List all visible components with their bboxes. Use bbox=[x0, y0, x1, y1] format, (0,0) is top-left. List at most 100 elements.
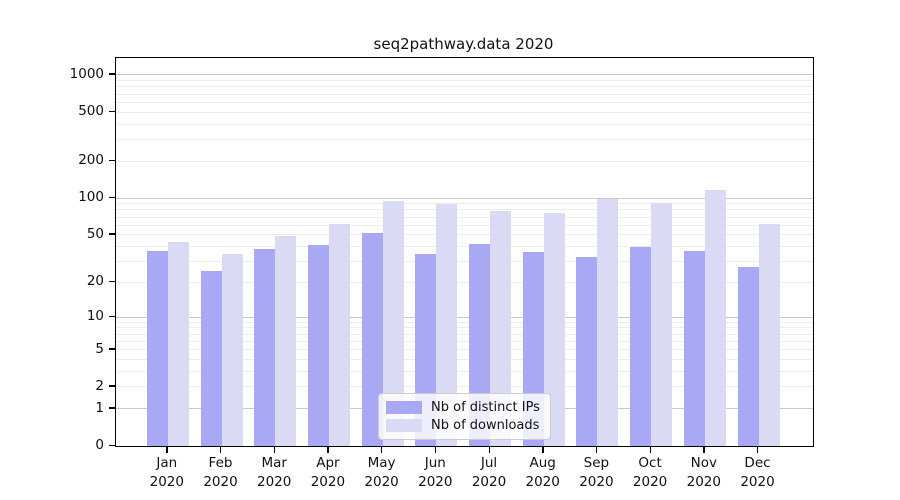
bar-downloads bbox=[436, 203, 458, 446]
y-tick-mark bbox=[109, 196, 115, 199]
x-tick-label: Feb 2020 bbox=[203, 454, 237, 492]
major-gridline bbox=[116, 197, 813, 199]
x-tick-year: 2020 bbox=[686, 474, 721, 490]
x-tick-year: 2020 bbox=[149, 474, 184, 490]
minor-gridline bbox=[116, 261, 813, 263]
x-tick-label: Jan 2020 bbox=[150, 454, 184, 492]
y-tick-label: 200 bbox=[78, 152, 104, 169]
legend-swatch-downloads bbox=[386, 419, 422, 432]
x-tick-mark bbox=[434, 447, 437, 453]
bar-downloads bbox=[328, 223, 350, 446]
x-tick-month: Dec bbox=[744, 455, 771, 471]
y-tick-label: 1 bbox=[95, 399, 104, 416]
bar-distinct-ips bbox=[361, 232, 383, 446]
bar-downloads bbox=[275, 235, 297, 446]
x-tick-year: 2020 bbox=[471, 474, 507, 490]
minor-gridline bbox=[116, 224, 813, 226]
y-tick-label: 100 bbox=[78, 189, 104, 206]
bar-downloads bbox=[543, 212, 565, 446]
y-tick-label: 500 bbox=[78, 103, 104, 120]
x-tick-mark bbox=[703, 447, 705, 453]
y-tick-label: 1000 bbox=[69, 65, 104, 82]
bar-distinct-ips bbox=[630, 246, 652, 446]
y-tick-mark bbox=[109, 385, 115, 387]
x-tick-year: 2020 bbox=[364, 474, 399, 490]
x-tick-month: Jun bbox=[424, 455, 446, 471]
x-tick-year: 2020 bbox=[579, 474, 614, 490]
x-tick-label: Sep 2020 bbox=[579, 454, 613, 492]
minor-gridline bbox=[116, 93, 813, 95]
minor-gridline bbox=[116, 246, 813, 248]
bar-downloads bbox=[167, 241, 189, 446]
y-tick-label: 20 bbox=[86, 273, 104, 290]
x-tick-month: Nov bbox=[690, 455, 717, 471]
x-tick-mark bbox=[488, 447, 490, 453]
minor-gridline bbox=[116, 139, 813, 140]
x-tick-mark bbox=[595, 447, 598, 453]
x-tick-month: Apr bbox=[316, 455, 340, 471]
y-tick-mark bbox=[109, 110, 115, 113]
y-tick-mark bbox=[109, 348, 115, 350]
x-tick-mark bbox=[273, 447, 276, 453]
bar-downloads bbox=[704, 189, 726, 446]
x-tick-month: Sep bbox=[583, 455, 610, 471]
minor-gridline bbox=[116, 123, 813, 125]
x-tick-month: May bbox=[367, 455, 396, 471]
minor-gridline bbox=[116, 281, 813, 283]
x-tick-label: Jul 2020 bbox=[472, 454, 506, 492]
x-tick-year: 2020 bbox=[525, 474, 560, 490]
bar-distinct-ips bbox=[307, 245, 329, 446]
bar-distinct-ips bbox=[200, 271, 222, 446]
minor-gridline bbox=[116, 216, 813, 218]
y-tick-mark bbox=[109, 407, 115, 409]
x-tick-year: 2020 bbox=[257, 474, 292, 490]
x-tick-mark bbox=[381, 447, 383, 453]
x-tick-year: 2020 bbox=[418, 474, 453, 490]
minor-gridline bbox=[116, 160, 813, 162]
x-tick-month: Aug bbox=[529, 455, 556, 471]
y-tick-label: 5 bbox=[95, 340, 104, 357]
y-tick-mark bbox=[109, 233, 115, 235]
x-tick-year: 2020 bbox=[740, 474, 775, 490]
minor-gridline bbox=[116, 101, 813, 103]
major-gridline bbox=[116, 74, 813, 76]
minor-gridline bbox=[116, 386, 813, 388]
major-gridline bbox=[116, 316, 813, 318]
x-tick-label: May 2020 bbox=[364, 454, 398, 492]
minor-gridline bbox=[116, 234, 813, 236]
y-tick-label: 2 bbox=[95, 377, 104, 394]
legend-item: Nb of distinct IPs bbox=[386, 399, 540, 416]
legend-swatch-distinct-ips bbox=[386, 401, 422, 414]
y-tick-mark bbox=[109, 444, 115, 446]
bar-downloads bbox=[651, 202, 673, 446]
x-tick-label: Nov 2020 bbox=[687, 454, 721, 492]
x-tick-mark bbox=[649, 447, 651, 453]
bar-distinct-ips bbox=[576, 256, 598, 446]
minor-gridline bbox=[116, 349, 813, 351]
x-tick-month: Jan bbox=[156, 455, 178, 471]
legend: Nb of distinct IPs Nb of downloads bbox=[378, 393, 551, 440]
y-tick-label: 0 bbox=[95, 437, 104, 453]
y-tick-label: 10 bbox=[86, 308, 104, 325]
x-tick-year: 2020 bbox=[203, 474, 238, 490]
minor-gridline bbox=[116, 333, 813, 335]
bar-downloads bbox=[758, 224, 780, 446]
legend-label: Nb of distinct IPs bbox=[431, 400, 540, 415]
minor-gridline bbox=[116, 86, 813, 88]
bar-downloads bbox=[490, 210, 511, 446]
x-tick-month: Mar bbox=[261, 455, 287, 471]
x-tick-month: Oct bbox=[638, 455, 662, 471]
bar-distinct-ips bbox=[683, 250, 705, 446]
x-tick-mark bbox=[542, 447, 544, 453]
bar-downloads bbox=[221, 253, 243, 446]
minor-gridline bbox=[116, 340, 813, 342]
x-tick-mark bbox=[220, 447, 222, 453]
y-tick-label: 50 bbox=[86, 225, 104, 242]
x-tick-label: Aug 2020 bbox=[526, 454, 560, 492]
y-tick-mark bbox=[109, 280, 115, 283]
x-tick-mark bbox=[166, 447, 168, 453]
bar-distinct-ips bbox=[254, 249, 276, 446]
x-tick-year: 2020 bbox=[632, 474, 668, 490]
x-tick-year: 2020 bbox=[310, 474, 346, 490]
